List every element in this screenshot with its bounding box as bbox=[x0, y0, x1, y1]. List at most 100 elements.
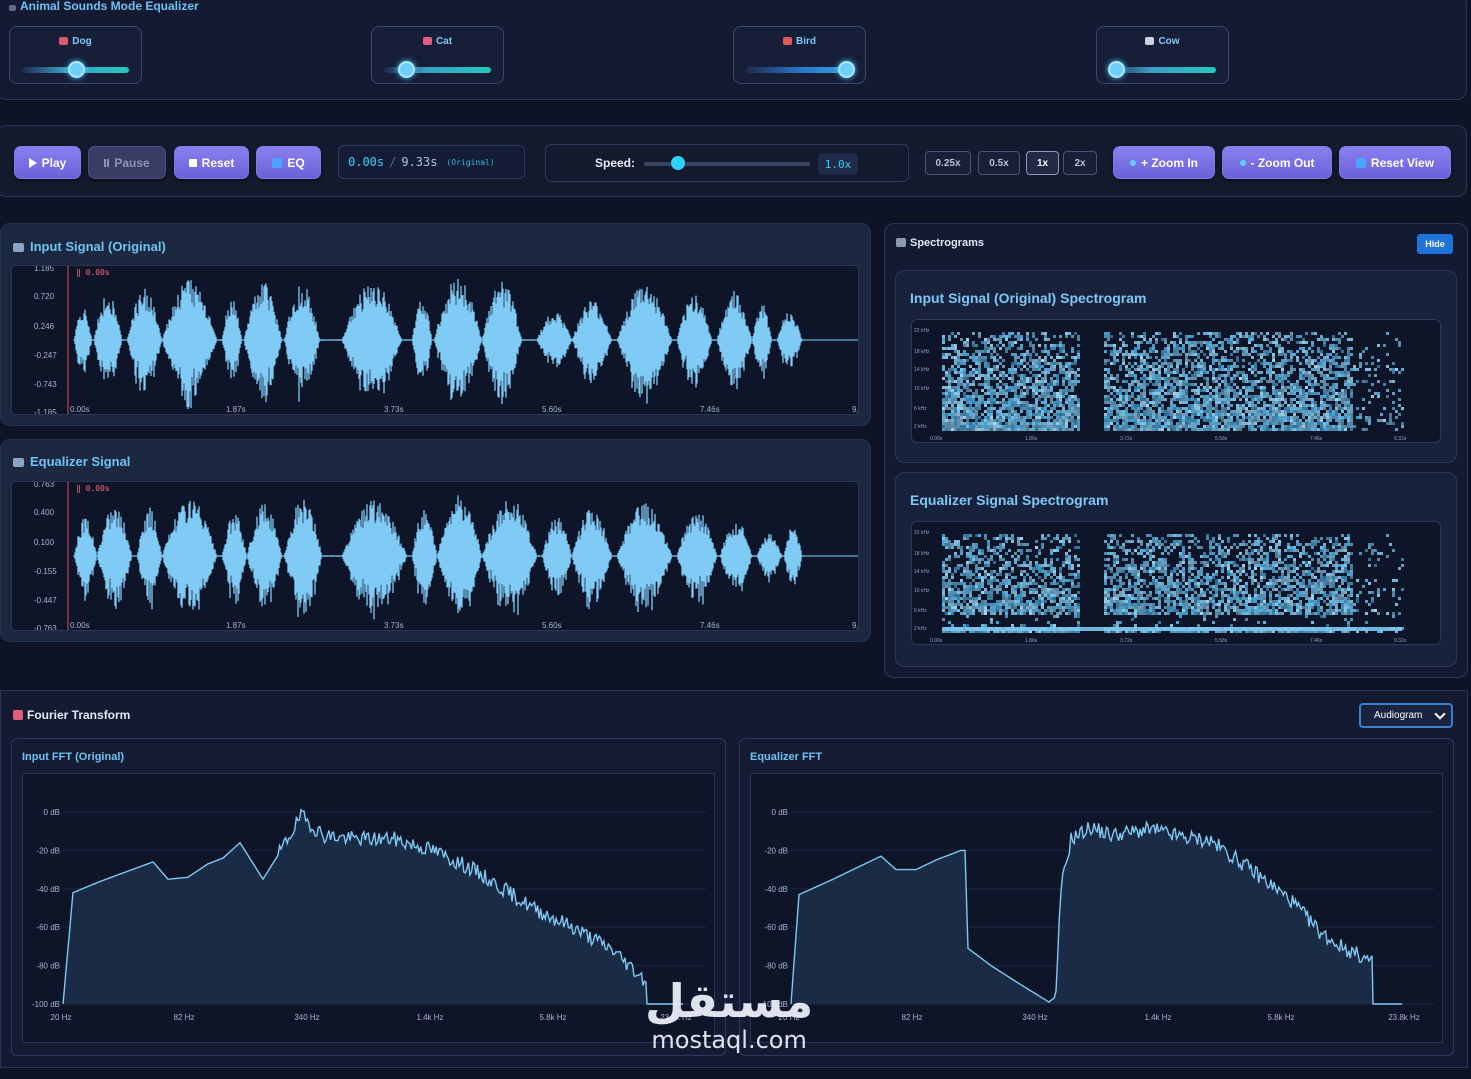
equalizer-spectrogram-plot[interactable]: 22 kHz 18 kHz 14 kHz 10 kHz 6 kHz 2 kHz 0.00s 1… bbox=[911, 521, 1441, 645]
fft-y-tick: -100 dB bbox=[32, 1000, 60, 1009]
slider-card-cow: Cow bbox=[1096, 26, 1229, 84]
spectrogram-image bbox=[942, 332, 1404, 431]
fft-x-tick: 23.8k Hz bbox=[1388, 1013, 1420, 1022]
slider-track-bird[interactable] bbox=[746, 67, 853, 73]
rate-button-0-5x[interactable]: 0.5x bbox=[978, 151, 1020, 175]
speed-slider-track[interactable] bbox=[644, 162, 810, 166]
spectrogram-y-tick: 22 kHz bbox=[914, 328, 930, 334]
reset-label: Reset bbox=[201, 155, 235, 170]
spectrogram-x-tick: 5.58s bbox=[1215, 436, 1228, 442]
spectrogram-x-tick: 3.72s bbox=[1120, 638, 1133, 644]
fft-y-tick: 0 dB bbox=[44, 808, 60, 817]
rate-button-1x[interactable]: 1x bbox=[1026, 151, 1059, 175]
zoom-out-label: - Zoom Out bbox=[1250, 155, 1315, 170]
fft-x-tick: 5.8k Hz bbox=[1267, 1013, 1294, 1022]
spectrogram-x-tick: 9.32s bbox=[1394, 638, 1407, 644]
zoom-out-button[interactable]: - Zoom Out bbox=[1222, 146, 1332, 179]
fft-y-tick: -20 dB bbox=[36, 846, 60, 855]
slider-thumb-cow[interactable] bbox=[1108, 61, 1125, 78]
x-tick-label: 3.73s bbox=[384, 621, 404, 630]
input-fft-title: Input FFT (Original) bbox=[22, 751, 125, 763]
eq-button[interactable]: EQ bbox=[256, 146, 321, 179]
slider-label-dog: Dog bbox=[72, 36, 92, 47]
paw-icon bbox=[9, 5, 16, 11]
fft-y-tick: -100 dB bbox=[760, 1000, 788, 1009]
x-tick-label: 7.46s bbox=[700, 405, 720, 414]
y-tick-label: 0.720 bbox=[34, 292, 55, 301]
spectrograms-panel: Spectrograms Hide Input Signal (Original… bbox=[884, 223, 1468, 678]
fft-x-tick: 20 Hz bbox=[51, 1013, 72, 1022]
input-waveform-plot[interactable]: 1.185 0.720 0.246 -0.247 -0.743 -1.185 0.00s 1.… bbox=[11, 265, 859, 415]
spectrogram-y-tick: 10 kHz bbox=[914, 588, 930, 594]
fft-y-tick: -80 dB bbox=[36, 962, 60, 971]
playback-controls: Play Pause Reset EQ 0.00s / 9.33s (Origi… bbox=[0, 125, 1467, 197]
rate-button-0-25x[interactable]: 0.25x bbox=[925, 151, 971, 175]
rate-button-2x[interactable]: 2x bbox=[1063, 151, 1097, 175]
hide-spectrograms-button[interactable]: Hide bbox=[1417, 234, 1453, 254]
fft-x-tick: 82 Hz bbox=[902, 1013, 923, 1022]
spectrogram-x-tick: 9.32s bbox=[1394, 436, 1407, 442]
slider-label-bird: Bird bbox=[796, 36, 816, 47]
reset-view-button[interactable]: Reset View bbox=[1339, 146, 1451, 179]
speed-slider-thumb[interactable] bbox=[671, 156, 685, 170]
spectrogram-x-tick: 0.00s bbox=[930, 436, 943, 442]
eq-icon bbox=[272, 157, 283, 168]
fft-x-tick: 82 Hz bbox=[174, 1013, 195, 1022]
equalizer-waveform-plot[interactable]: 0.763 0.400 0.100 -0.155 -0.447 -0.763 0.00s 1.… bbox=[11, 481, 859, 631]
equalizer-panel: Animal Sounds Mode Equalizer Dog Cat Bir… bbox=[0, 0, 1467, 100]
cat-icon bbox=[422, 37, 432, 45]
equalizer-signal-title-text: Equalizer Signal bbox=[30, 454, 131, 469]
fft-curve bbox=[62, 808, 683, 1005]
spectrogram-y-tick: 6 kHz bbox=[914, 406, 927, 412]
fft-y-tick: -20 dB bbox=[764, 846, 788, 855]
y-tick-label: -0.763 bbox=[34, 624, 57, 631]
y-tick-label: -1.185 bbox=[34, 408, 57, 415]
slider-card-dog: Dog bbox=[9, 26, 142, 84]
spectrogram-x-tick: 1.86s bbox=[1025, 638, 1038, 644]
equalizer-title-text: Animal Sounds Mode Equalizer bbox=[20, 0, 199, 13]
watermark-latin: mostaql.com bbox=[651, 1026, 807, 1054]
play-icon bbox=[28, 157, 37, 168]
slider-thumb-bird[interactable] bbox=[838, 61, 855, 78]
input-signal-title: Input Signal (Original) bbox=[13, 239, 166, 254]
equalizer-signal-panel: Equalizer Signal 0.763 0.400 0.100 -0.155 -0… bbox=[0, 439, 871, 642]
fft-y-tick: 0 dB bbox=[772, 808, 788, 817]
fft-x-tick: 23.8k Hz bbox=[660, 1013, 692, 1022]
spectrogram-x-tick: 7.46s bbox=[1310, 638, 1323, 644]
fft-y-tick: -40 dB bbox=[36, 885, 60, 894]
equalizer-title: Animal Sounds Mode Equalizer bbox=[9, 0, 199, 13]
spectrogram-x-tick: 5.58s bbox=[1215, 638, 1228, 644]
fft-x-tick: 1.4k Hz bbox=[1144, 1013, 1171, 1022]
fft-y-tick: -60 dB bbox=[764, 923, 788, 932]
equalizer-fft-card: Equalizer FFT 0 dB -20 dB -40 dB -60 dB -80 … bbox=[739, 738, 1454, 1056]
x-tick-label: 0.00s bbox=[70, 405, 90, 414]
fft-view-select[interactable]: Audiogram bbox=[1359, 703, 1453, 728]
zoom-in-button[interactable]: + Zoom In bbox=[1113, 146, 1215, 179]
y-tick-label: 0.246 bbox=[34, 322, 55, 331]
x-tick-label: 1.87s bbox=[226, 405, 246, 414]
spectrogram-y-tick: 22 kHz bbox=[914, 530, 930, 536]
slider-thumb-cat[interactable] bbox=[398, 61, 415, 78]
pause-button[interactable]: Pause bbox=[88, 146, 166, 179]
y-tick-label: 0.400 bbox=[34, 508, 55, 517]
speed-value: 1.0x bbox=[818, 153, 858, 175]
equalizer-fft-title: Equalizer FFT bbox=[750, 751, 823, 763]
fft-x-tick: 340 Hz bbox=[294, 1013, 319, 1022]
equalizer-fft-plot[interactable]: 0 dB -20 dB -40 dB -60 dB -80 dB -100 dB 20 Hz… bbox=[750, 773, 1443, 1043]
spectrogram-y-tick: 14 kHz bbox=[914, 569, 930, 575]
y-tick-label: -0.447 bbox=[34, 596, 57, 605]
reset-button[interactable]: Reset bbox=[174, 146, 249, 179]
play-button[interactable]: Play bbox=[14, 146, 81, 179]
input-fft-plot[interactable]: 0 dB -20 dB -40 dB -60 dB -80 dB -100 dB 20 Hz… bbox=[22, 773, 715, 1043]
slider-track-cat[interactable] bbox=[384, 67, 491, 73]
spectrogram-x-tick: 0.00s bbox=[930, 638, 943, 644]
spectrogram-x-tick: 3.72s bbox=[1120, 436, 1133, 442]
chevron-down-icon bbox=[1434, 708, 1446, 720]
camera-icon bbox=[13, 458, 24, 467]
slider-track-cow[interactable] bbox=[1109, 67, 1216, 73]
bird-icon bbox=[783, 37, 792, 45]
slider-thumb-dog[interactable] bbox=[68, 61, 85, 78]
slider-card-bird: Bird bbox=[733, 26, 866, 84]
spectrogram-y-tick: 10 kHz bbox=[914, 386, 930, 392]
input-spectrogram-plot[interactable]: 22 kHz 18 kHz 14 kHz 10 kHz 6 kHz 2 kHz 0.00s 1… bbox=[911, 319, 1441, 443]
